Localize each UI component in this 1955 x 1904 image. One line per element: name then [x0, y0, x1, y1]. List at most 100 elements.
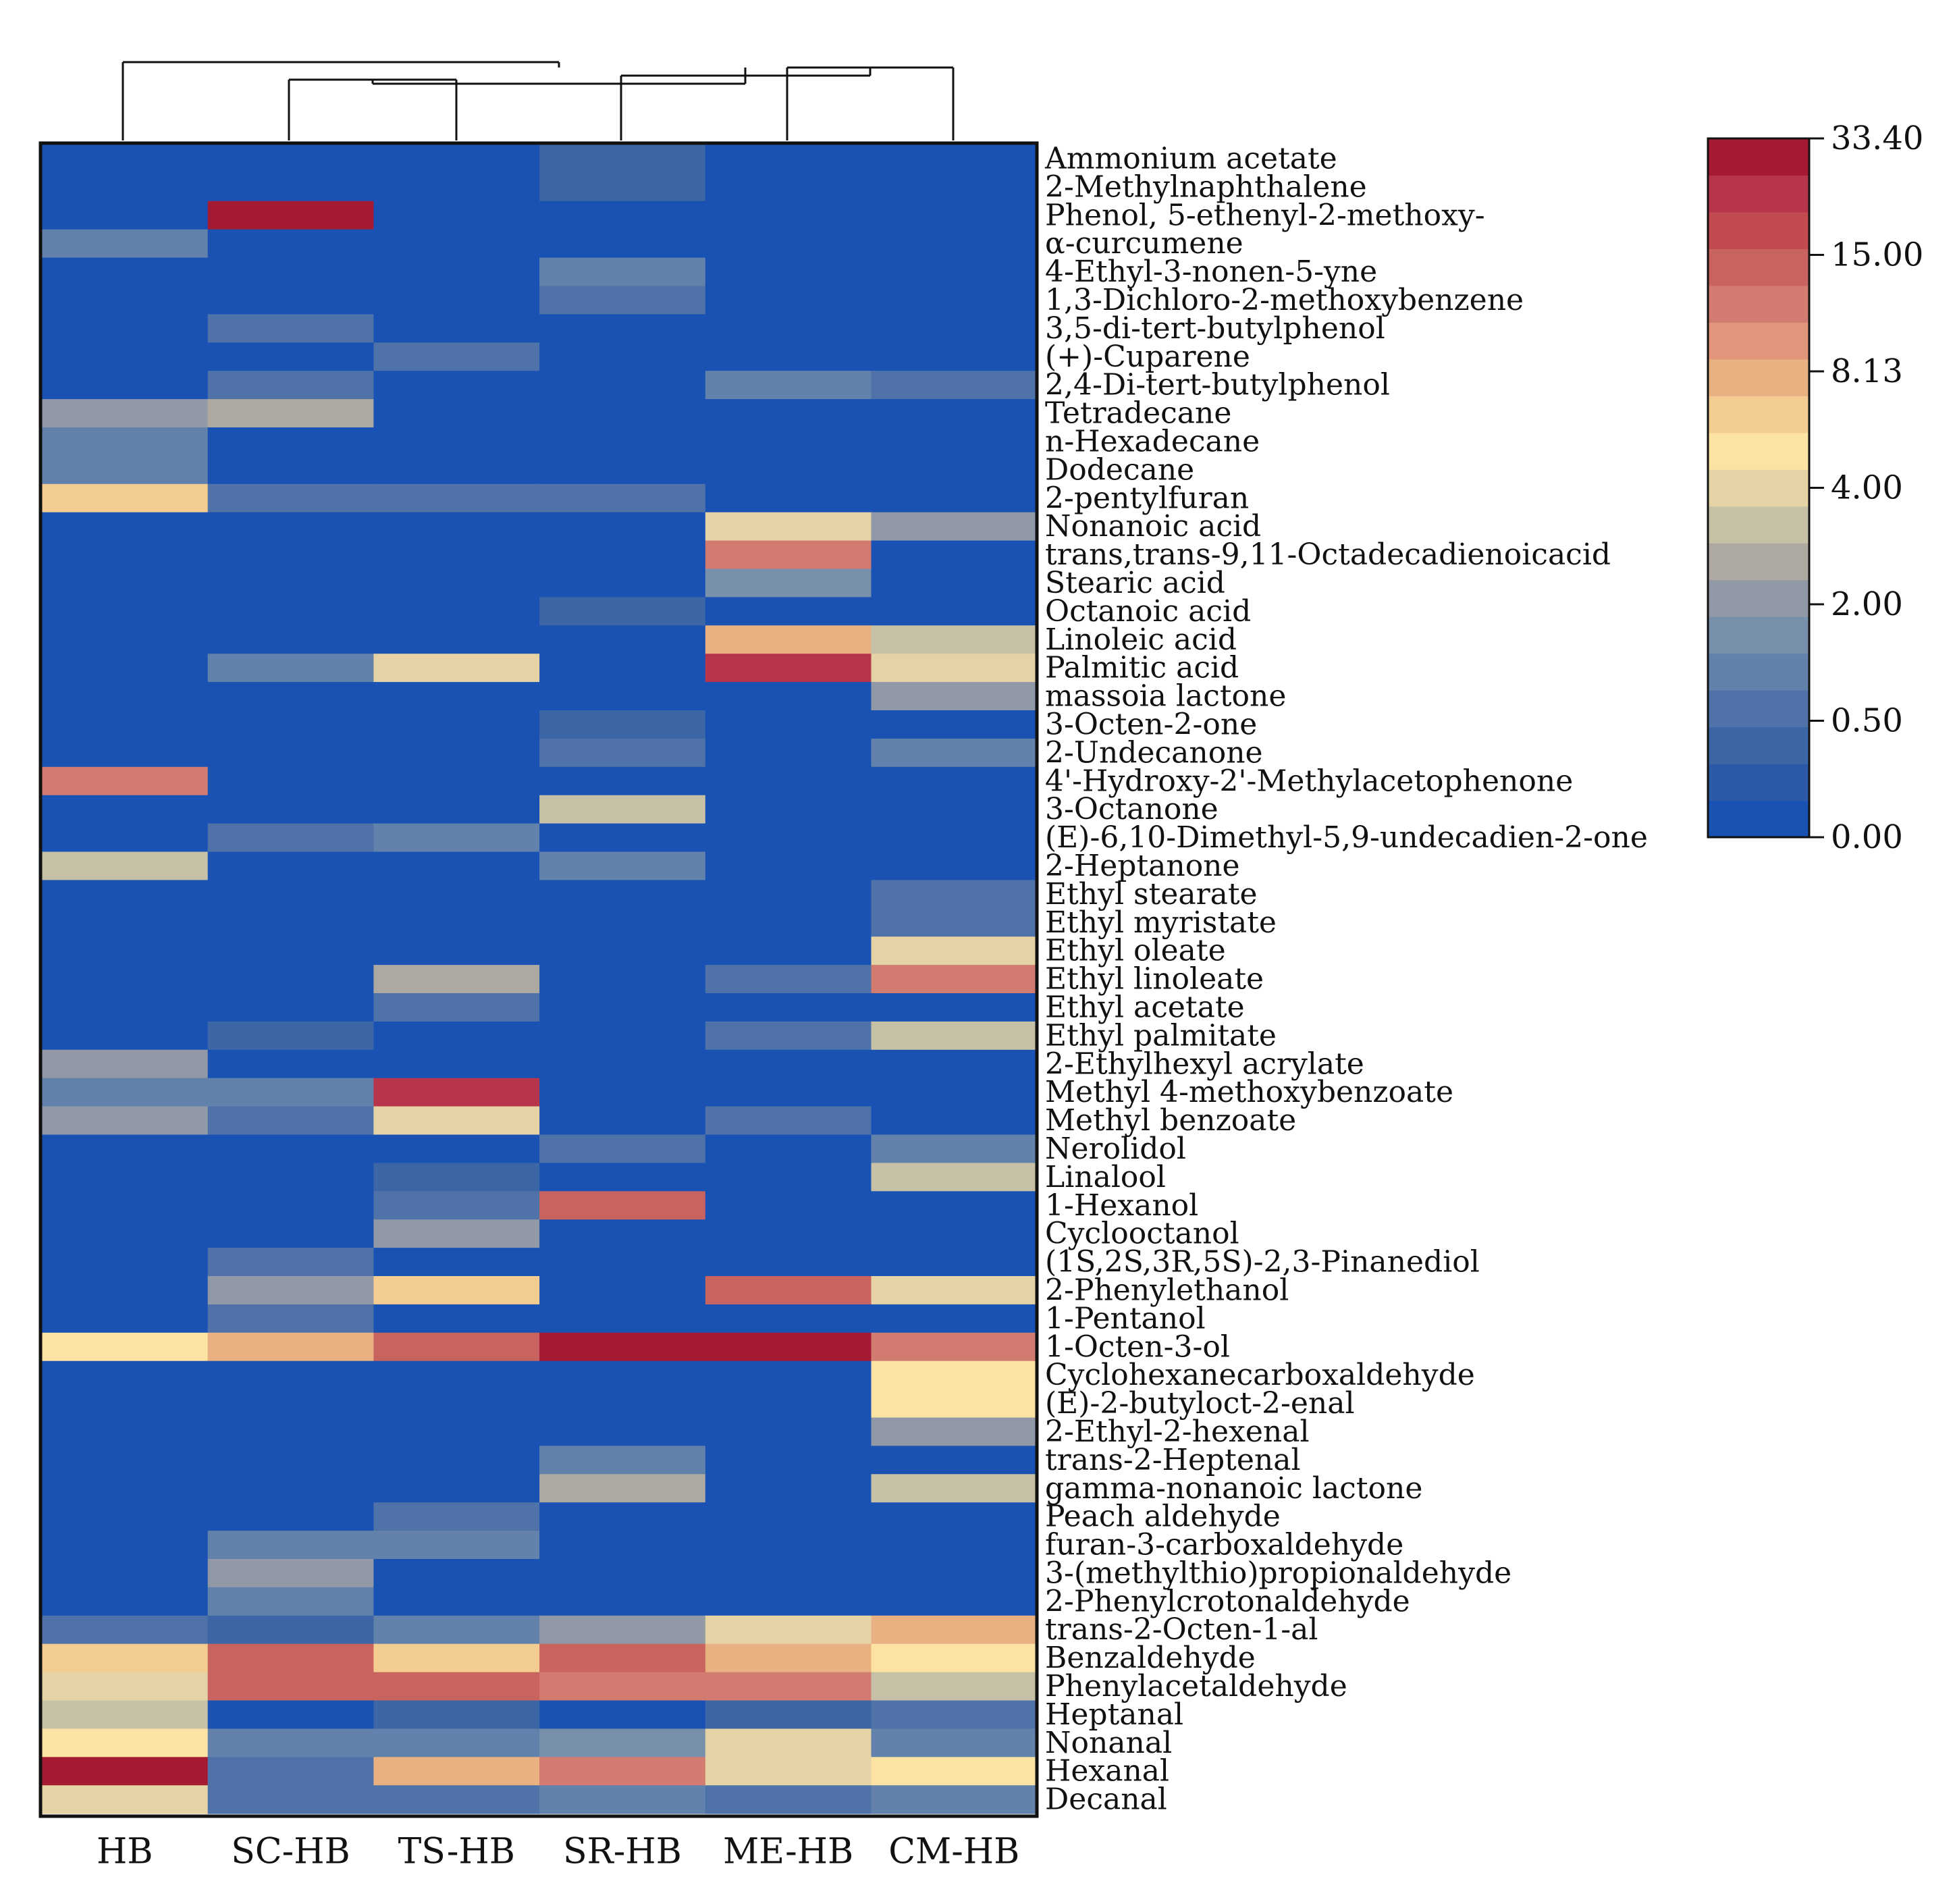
- heatmap-cell: [207, 483, 374, 513]
- heatmap-cell: [539, 993, 706, 1022]
- heatmap-cell: [42, 144, 209, 174]
- heatmap-cell: [871, 286, 1038, 315]
- heatmap-cell: [373, 1248, 540, 1277]
- row-label: Linoleic acid: [1045, 623, 1237, 657]
- heatmap-cell: [871, 512, 1038, 541]
- heatmap-cell: [42, 1728, 209, 1757]
- heatmap-cell: [207, 936, 374, 966]
- heatmap-cell: [42, 483, 209, 513]
- row-label: 4-Ethyl-3-nonen-5-yne: [1045, 255, 1377, 289]
- heatmap-cell: [373, 965, 540, 994]
- heatmap-cell: [207, 1304, 374, 1333]
- heatmap-cell: [871, 766, 1038, 796]
- heatmap-cell: [42, 201, 209, 230]
- heatmap-cell: [373, 568, 540, 598]
- heatmap-cell: [42, 880, 209, 909]
- row-label: Hexanal: [1045, 1754, 1169, 1789]
- heatmap-cell: [373, 1106, 540, 1136]
- heatmap-cell: [539, 795, 706, 824]
- heatmap-cell: [539, 286, 706, 315]
- heatmap-cell: [42, 908, 209, 937]
- heatmap-cell: [207, 1389, 374, 1419]
- heatmap-cell: [539, 427, 706, 456]
- heatmap-cell: [871, 229, 1038, 259]
- row-label: Phenylacetaldehyde: [1045, 1669, 1347, 1703]
- heatmap-cell: [539, 1389, 706, 1419]
- heatmap-cell: [539, 880, 706, 909]
- dendrogram-link: [786, 66, 955, 140]
- row-label: Ethyl stearate: [1045, 877, 1258, 911]
- heatmap-cell: [207, 1757, 374, 1786]
- row-label: 2-Ethylhexyl acrylate: [1045, 1047, 1364, 1081]
- heatmap-cell: [42, 597, 209, 626]
- heatmap-cell: [207, 399, 374, 428]
- heatmap-cell: [42, 851, 209, 880]
- heatmap-cell: [871, 1502, 1038, 1531]
- heatmap-cell: [373, 1417, 540, 1446]
- heatmap-cell: [539, 1276, 706, 1305]
- heatmap-cell: [207, 1672, 374, 1701]
- heatmap-cell: [539, 908, 706, 937]
- heatmap-cell: [207, 795, 374, 824]
- heatmap-cell: [871, 1049, 1038, 1079]
- heatmap-cell: [539, 1559, 706, 1588]
- heatmap-cell: [705, 1672, 872, 1701]
- heatmap-cell: [373, 257, 540, 287]
- heatmap-cell: [539, 1219, 706, 1248]
- heatmap-cell: [539, 455, 706, 485]
- heatmap-cell: [705, 1559, 872, 1588]
- heatmap-cell: [539, 172, 706, 202]
- heatmap-cell: [207, 1446, 374, 1475]
- heatmap-cell: [871, 1615, 1038, 1645]
- heatmap-cell: [539, 851, 706, 880]
- heatmap-cell: [539, 1191, 706, 1220]
- heatmap-cell: [539, 738, 706, 768]
- heatmap-cell: [207, 1163, 374, 1192]
- heatmap-cell: [871, 1474, 1038, 1503]
- heatmap-cell: [871, 682, 1038, 711]
- row-label: 2-Ethyl-2-hexenal: [1045, 1414, 1310, 1449]
- heatmap-cell: [539, 1643, 706, 1673]
- heatmap-cell: [373, 1502, 540, 1531]
- heatmap-cell: [539, 399, 706, 428]
- row-label: n-Hexadecane: [1045, 425, 1260, 459]
- heatmap-cell: [871, 1389, 1038, 1419]
- row-label: 2-Heptanone: [1045, 849, 1240, 883]
- heatmap-cell: [207, 512, 374, 541]
- heatmap-cell: [871, 1587, 1038, 1616]
- colorbar-swatch: [1708, 359, 1809, 396]
- heatmap-cell: [207, 427, 374, 456]
- heatmap-cell: [207, 1191, 374, 1220]
- heatmap-cell: [42, 1700, 209, 1729]
- heatmap-cell: [373, 1700, 540, 1729]
- heatmap-cell: [373, 1587, 540, 1616]
- row-label: 2-Undecanone: [1045, 735, 1263, 770]
- heatmap-cell: [42, 1417, 209, 1446]
- heatmap-cell: [373, 738, 540, 768]
- column-label: HB: [97, 1832, 153, 1872]
- heatmap-cell: [539, 1360, 706, 1390]
- colorbar-swatch: [1708, 579, 1809, 617]
- heatmap-cell: [539, 1446, 706, 1475]
- colorbar-swatch: [1708, 396, 1809, 433]
- heatmap-cell: [373, 144, 540, 174]
- colorbar-swatch: [1708, 211, 1809, 249]
- colorbar-swatch: [1708, 764, 1809, 801]
- heatmap-cell: [539, 568, 706, 598]
- heatmap-cell: [207, 172, 374, 202]
- heatmap-cell: [705, 795, 872, 824]
- row-label: Octanoic acid: [1045, 594, 1251, 629]
- heatmap-cell: [705, 1587, 872, 1616]
- row-label: Methyl 4-methoxybenzoate: [1045, 1075, 1453, 1109]
- heatmap-cell: [373, 1446, 540, 1475]
- heatmap-cell: [42, 1248, 209, 1277]
- heatmap-cell: [871, 455, 1038, 485]
- heatmap-cell: [42, 738, 209, 768]
- heatmap-cell: [871, 201, 1038, 230]
- heatmap-cell: [373, 710, 540, 739]
- heatmap-cell: [42, 1134, 209, 1163]
- heatmap-cell: [42, 568, 209, 598]
- heatmap-cell: [705, 654, 872, 683]
- heatmap-cell: [539, 371, 706, 400]
